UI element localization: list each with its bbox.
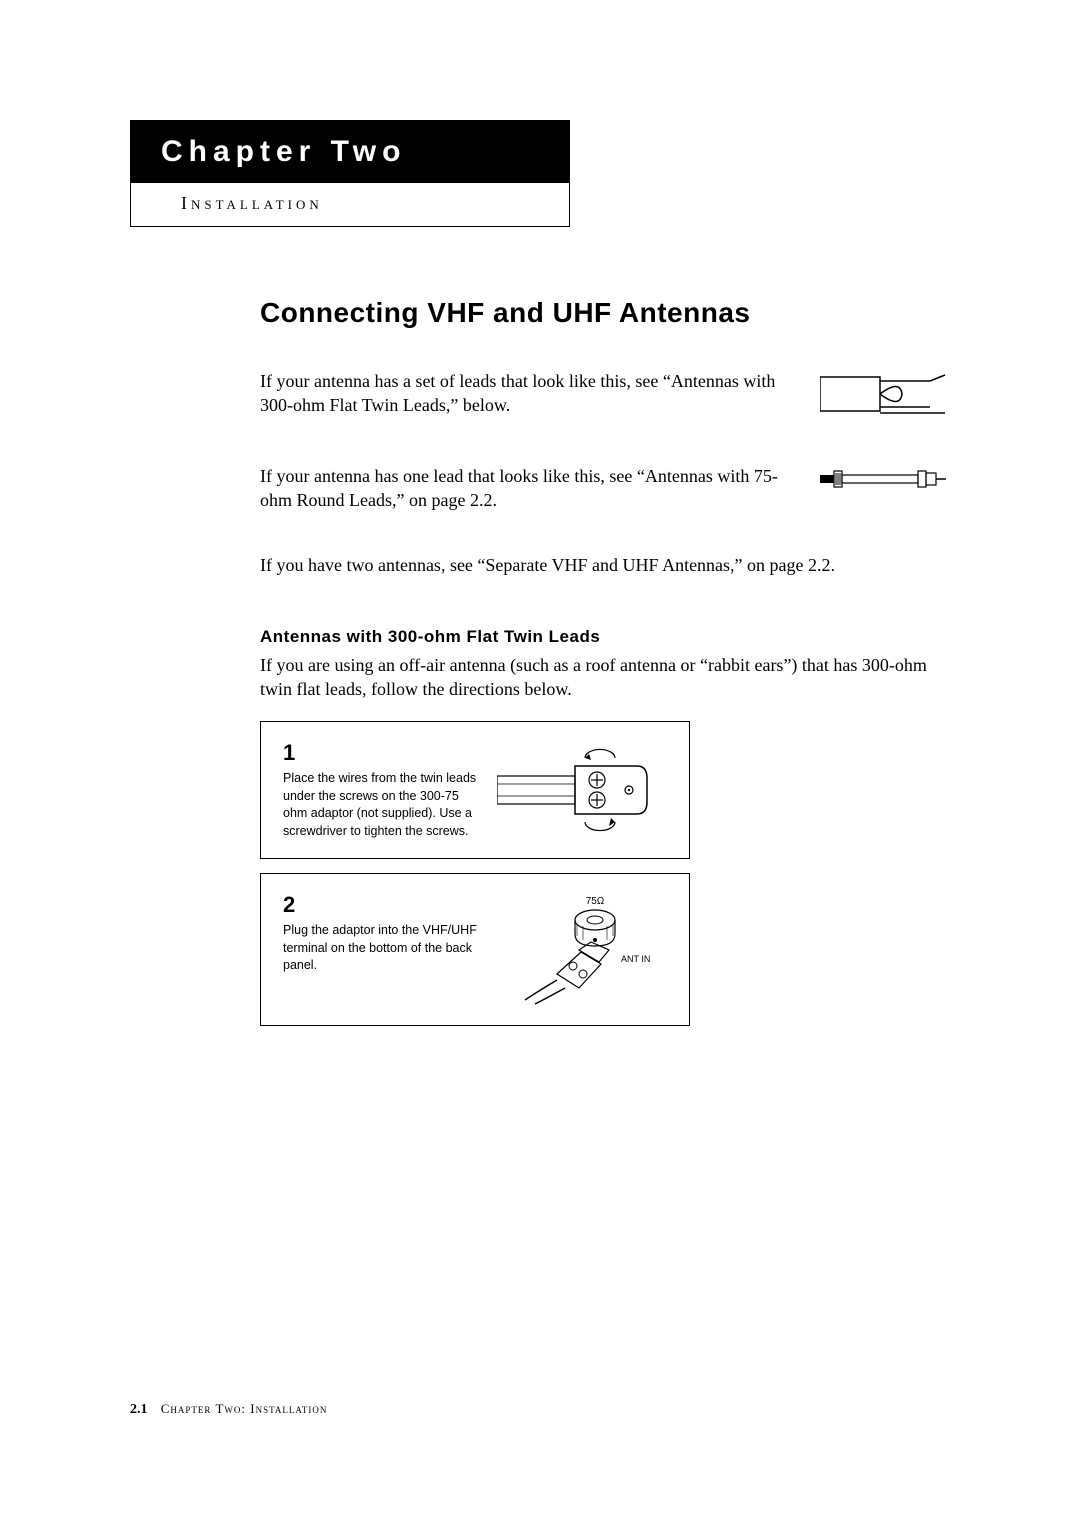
- step-box-1: 1 Place the wires from the twin leads un…: [260, 721, 690, 859]
- paragraph-row-3: If you have two antennas, see “Separate …: [260, 553, 950, 577]
- step-2-text: Plug the adaptor into the VHF/UHF termin…: [283, 922, 497, 975]
- subsection-intro: If you are using an off-air antenna (suc…: [260, 653, 950, 702]
- main-heading: Connecting VHF and UHF Antennas: [260, 297, 950, 329]
- step-2-number: 2: [283, 892, 497, 918]
- step-box-2: 2 Plug the adaptor into the VHF/UHF term…: [260, 873, 690, 1026]
- terminal-illustration: 75Ω: [517, 892, 667, 1007]
- adaptor-illustration: [497, 740, 667, 840]
- twin-lead-illustration: [820, 369, 950, 424]
- chapter-badge: Chapter Two: [131, 121, 569, 183]
- chapter-header: Chapter Two Installation: [130, 120, 570, 227]
- label-ant-in: ANT IN: [621, 954, 650, 964]
- paragraph-2: If your antenna has one lead that looks …: [260, 464, 790, 513]
- coax-lead-illustration: [820, 464, 950, 499]
- footer-text: Chapter Two: Installation: [161, 1401, 328, 1416]
- paragraph-row-1: If your antenna has a set of leads that …: [260, 369, 950, 424]
- step-1-number: 1: [283, 740, 477, 766]
- paragraph-3: If you have two antennas, see “Separate …: [260, 553, 950, 577]
- label-75ohm: 75Ω: [586, 896, 605, 907]
- paragraph-1: If your antenna has a set of leads that …: [260, 369, 790, 418]
- chapter-subtitle: Installation: [131, 183, 569, 226]
- step-1-text: Place the wires from the twin leads unde…: [283, 770, 477, 840]
- page-footer: 2.1 Chapter Two: Installation: [130, 1401, 327, 1418]
- paragraph-row-2: If your antenna has one lead that looks …: [260, 464, 950, 513]
- page-number: 2.1: [130, 1402, 148, 1417]
- subsection-title: Antennas with 300-ohm Flat Twin Leads: [260, 627, 950, 647]
